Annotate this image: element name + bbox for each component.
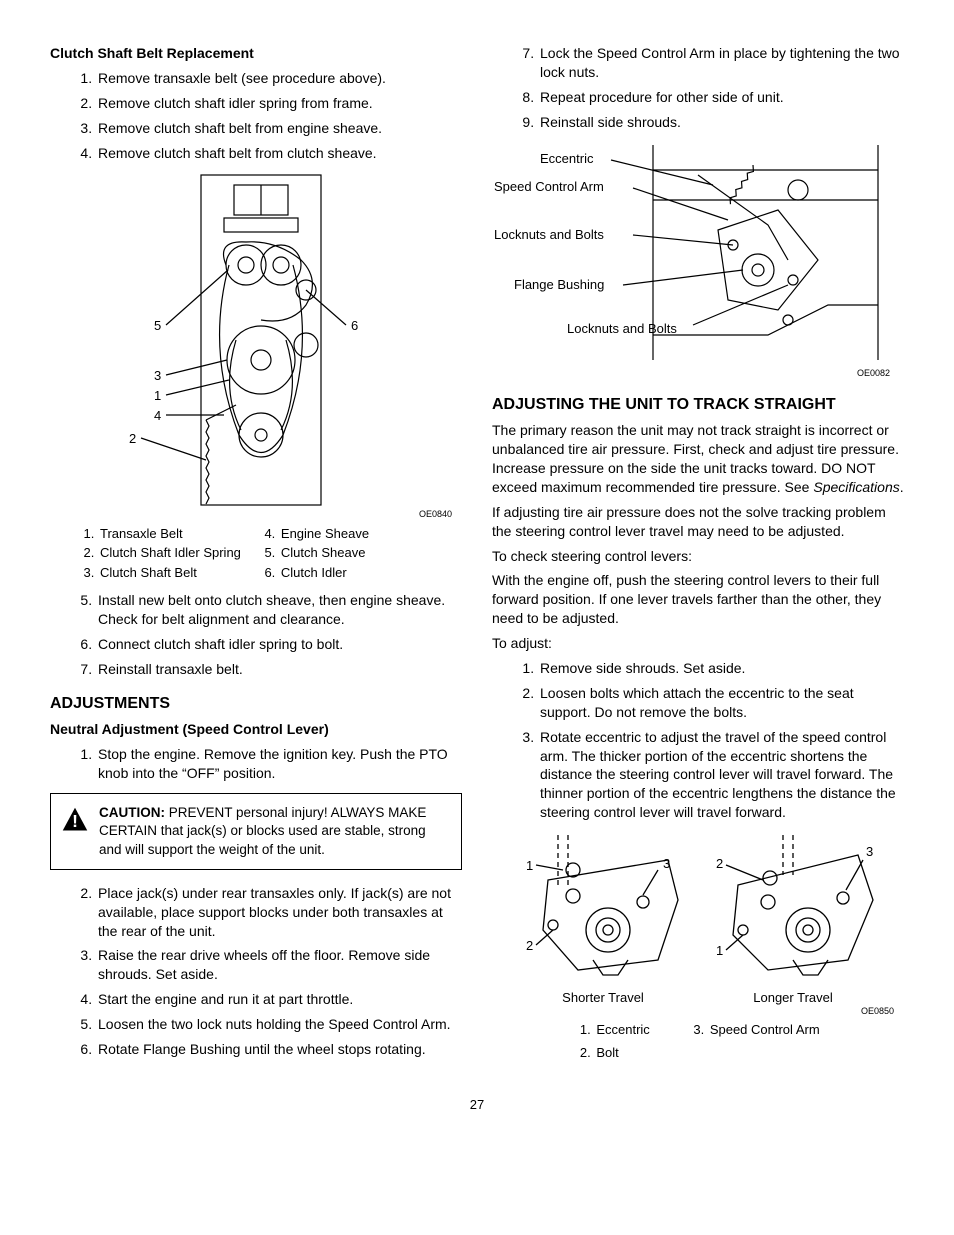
page-number: 27 bbox=[50, 1096, 904, 1114]
legend-item: Engine Sheave bbox=[279, 525, 369, 543]
heading-track-straight: ADJUSTING THE UNIT TO TRACK STRAIGHT bbox=[492, 394, 904, 416]
legend-right: Speed Control Arm bbox=[690, 1021, 820, 1068]
track-p5: To adjust: bbox=[492, 634, 904, 653]
list-item: Repeat procedure for other side of unit. bbox=[538, 88, 904, 107]
list-item: Raise the rear drive wheels off the floo… bbox=[96, 946, 462, 984]
caution-box: ! CAUTION: PREVENT personal injury! ALWA… bbox=[50, 793, 462, 870]
callout-4: 4 bbox=[154, 408, 161, 423]
track-p3: To check steering control levers: bbox=[492, 547, 904, 566]
list-item: Rotate eccentric to adjust the travel of… bbox=[538, 728, 904, 822]
list-item: Remove transaxle belt (see procedure abo… bbox=[96, 69, 462, 88]
legend-left: Eccentric Bolt bbox=[576, 1021, 649, 1068]
eccentric-shorter-diagram: 1 2 3 bbox=[518, 830, 688, 980]
legend-item: Bolt bbox=[594, 1044, 649, 1062]
track-p4: With the engine off, push the steering c… bbox=[492, 571, 904, 628]
figure3-legend: Eccentric Bolt Speed Control Arm bbox=[492, 1021, 904, 1068]
list-item: Reinstall side shrouds. bbox=[538, 113, 904, 132]
list-item: Start the engine and run it at part thro… bbox=[96, 990, 462, 1009]
svg-text:1: 1 bbox=[716, 943, 723, 958]
list-item: Loosen bolts which attach the eccentric … bbox=[538, 684, 904, 722]
track-p2: If adjusting tire air pressure does not … bbox=[492, 503, 904, 541]
legend-item: Transaxle Belt bbox=[98, 525, 241, 543]
legend-right: Engine Sheave Clutch Sheave Clutch Idler bbox=[261, 525, 369, 584]
svg-text:1: 1 bbox=[526, 858, 533, 873]
list-item: Reinstall transaxle belt. bbox=[96, 660, 462, 679]
eccentric-longer-diagram: 2 1 3 bbox=[708, 830, 878, 980]
figure-speed-control: Eccentric Speed Control Arm Locknuts and… bbox=[492, 140, 904, 380]
text: . bbox=[900, 479, 904, 495]
list-item: Loosen the two lock nuts holding the Spe… bbox=[96, 1015, 462, 1034]
list-item: Rotate Flange Bushing until the wheel st… bbox=[96, 1040, 462, 1059]
list-item: Connect clutch shaft idler spring to bol… bbox=[96, 635, 462, 654]
label-eccentric: Eccentric bbox=[540, 150, 593, 168]
clutch-belt-diagram: 5 6 3 1 4 2 bbox=[106, 170, 406, 510]
legend-item: Clutch Shaft Idler Spring bbox=[98, 544, 241, 562]
callout-6: 6 bbox=[351, 318, 358, 333]
list-item: Lock the Speed Control Arm in place by t… bbox=[538, 44, 904, 82]
list-item: Remove side shrouds. Set aside. bbox=[538, 659, 904, 678]
svg-text:2: 2 bbox=[716, 856, 723, 871]
neutral-steps-b: Place jack(s) under rear transaxles only… bbox=[50, 884, 462, 1059]
label-flange-bushing: Flange Bushing bbox=[514, 276, 604, 294]
list-item: Remove clutch shaft belt from engine she… bbox=[96, 119, 462, 138]
figure-eccentric-shorter: 1 2 3 Shorter Travel bbox=[518, 830, 688, 1006]
figure-clutch-belt: 5 6 3 1 4 2 OE0840 bbox=[50, 170, 462, 520]
list-item: Place jack(s) under rear transaxles only… bbox=[96, 884, 462, 941]
left-column: Clutch Shaft Belt Replacement Remove tra… bbox=[50, 40, 462, 1068]
svg-text:!: ! bbox=[72, 811, 78, 831]
clutch-steps-a: Remove transaxle belt (see procedure abo… bbox=[50, 69, 462, 163]
callout-5: 5 bbox=[154, 318, 161, 333]
label-locknuts-bolts-1: Locknuts and Bolts bbox=[494, 226, 604, 244]
figure-code: OE0840 bbox=[50, 508, 462, 520]
text-italic: Specifications bbox=[813, 479, 899, 495]
list-item: Install new belt onto clutch sheave, the… bbox=[96, 591, 462, 629]
svg-text:2: 2 bbox=[526, 938, 533, 953]
legend-item: Clutch Idler bbox=[279, 564, 369, 582]
figure-eccentric-longer: 2 1 3 Longer Travel bbox=[708, 830, 878, 1006]
list-item: Remove clutch shaft idler spring from fr… bbox=[96, 94, 462, 113]
right-column: Lock the Speed Control Arm in place by t… bbox=[492, 40, 904, 1068]
callout-2: 2 bbox=[129, 431, 136, 446]
speed-control-diagram bbox=[498, 140, 898, 370]
legend-item: Clutch Sheave bbox=[279, 544, 369, 562]
svg-text:3: 3 bbox=[663, 856, 670, 871]
list-item: Stop the engine. Remove the ignition key… bbox=[96, 745, 462, 783]
clutch-steps-b: Install new belt onto clutch sheave, the… bbox=[50, 591, 462, 679]
heading-adjustments: ADJUSTMENTS bbox=[50, 693, 462, 715]
track-p1: The primary reason the unit may not trac… bbox=[492, 421, 904, 497]
figure1-legend: Transaxle Belt Clutch Shaft Idler Spring… bbox=[80, 525, 462, 584]
figure-code: OE0082 bbox=[857, 367, 900, 379]
label-locknuts-bolts-2: Locknuts and Bolts bbox=[567, 320, 677, 338]
legend-left: Transaxle Belt Clutch Shaft Idler Spring… bbox=[80, 525, 241, 584]
page-columns: Clutch Shaft Belt Replacement Remove tra… bbox=[50, 40, 904, 1068]
caution-label: CAUTION: bbox=[99, 805, 165, 820]
callout-3: 3 bbox=[154, 368, 161, 383]
list-item: Remove clutch shaft belt from clutch she… bbox=[96, 144, 462, 163]
warning-icon: ! bbox=[61, 806, 89, 834]
legend-item: Eccentric bbox=[594, 1021, 649, 1039]
heading-neutral: Neutral Adjustment (Speed Control Lever) bbox=[50, 720, 462, 739]
callout-1: 1 bbox=[154, 388, 161, 403]
neutral-steps-a: Stop the engine. Remove the ignition key… bbox=[50, 745, 462, 783]
label-speed-control-arm: Speed Control Arm bbox=[494, 178, 604, 196]
legend-item: Speed Control Arm bbox=[708, 1021, 820, 1039]
legend-item: Clutch Shaft Belt bbox=[98, 564, 241, 582]
figure-eccentric-row: 1 2 3 Shorter Travel bbox=[492, 830, 904, 1006]
track-steps: Remove side shrouds. Set aside. Loosen b… bbox=[492, 659, 904, 822]
heading-clutch: Clutch Shaft Belt Replacement bbox=[50, 44, 462, 63]
svg-text:3: 3 bbox=[866, 844, 873, 859]
caption-shorter: Shorter Travel bbox=[518, 989, 688, 1007]
neutral-steps-c: Lock the Speed Control Arm in place by t… bbox=[492, 44, 904, 132]
caption-longer: Longer Travel bbox=[708, 989, 878, 1007]
